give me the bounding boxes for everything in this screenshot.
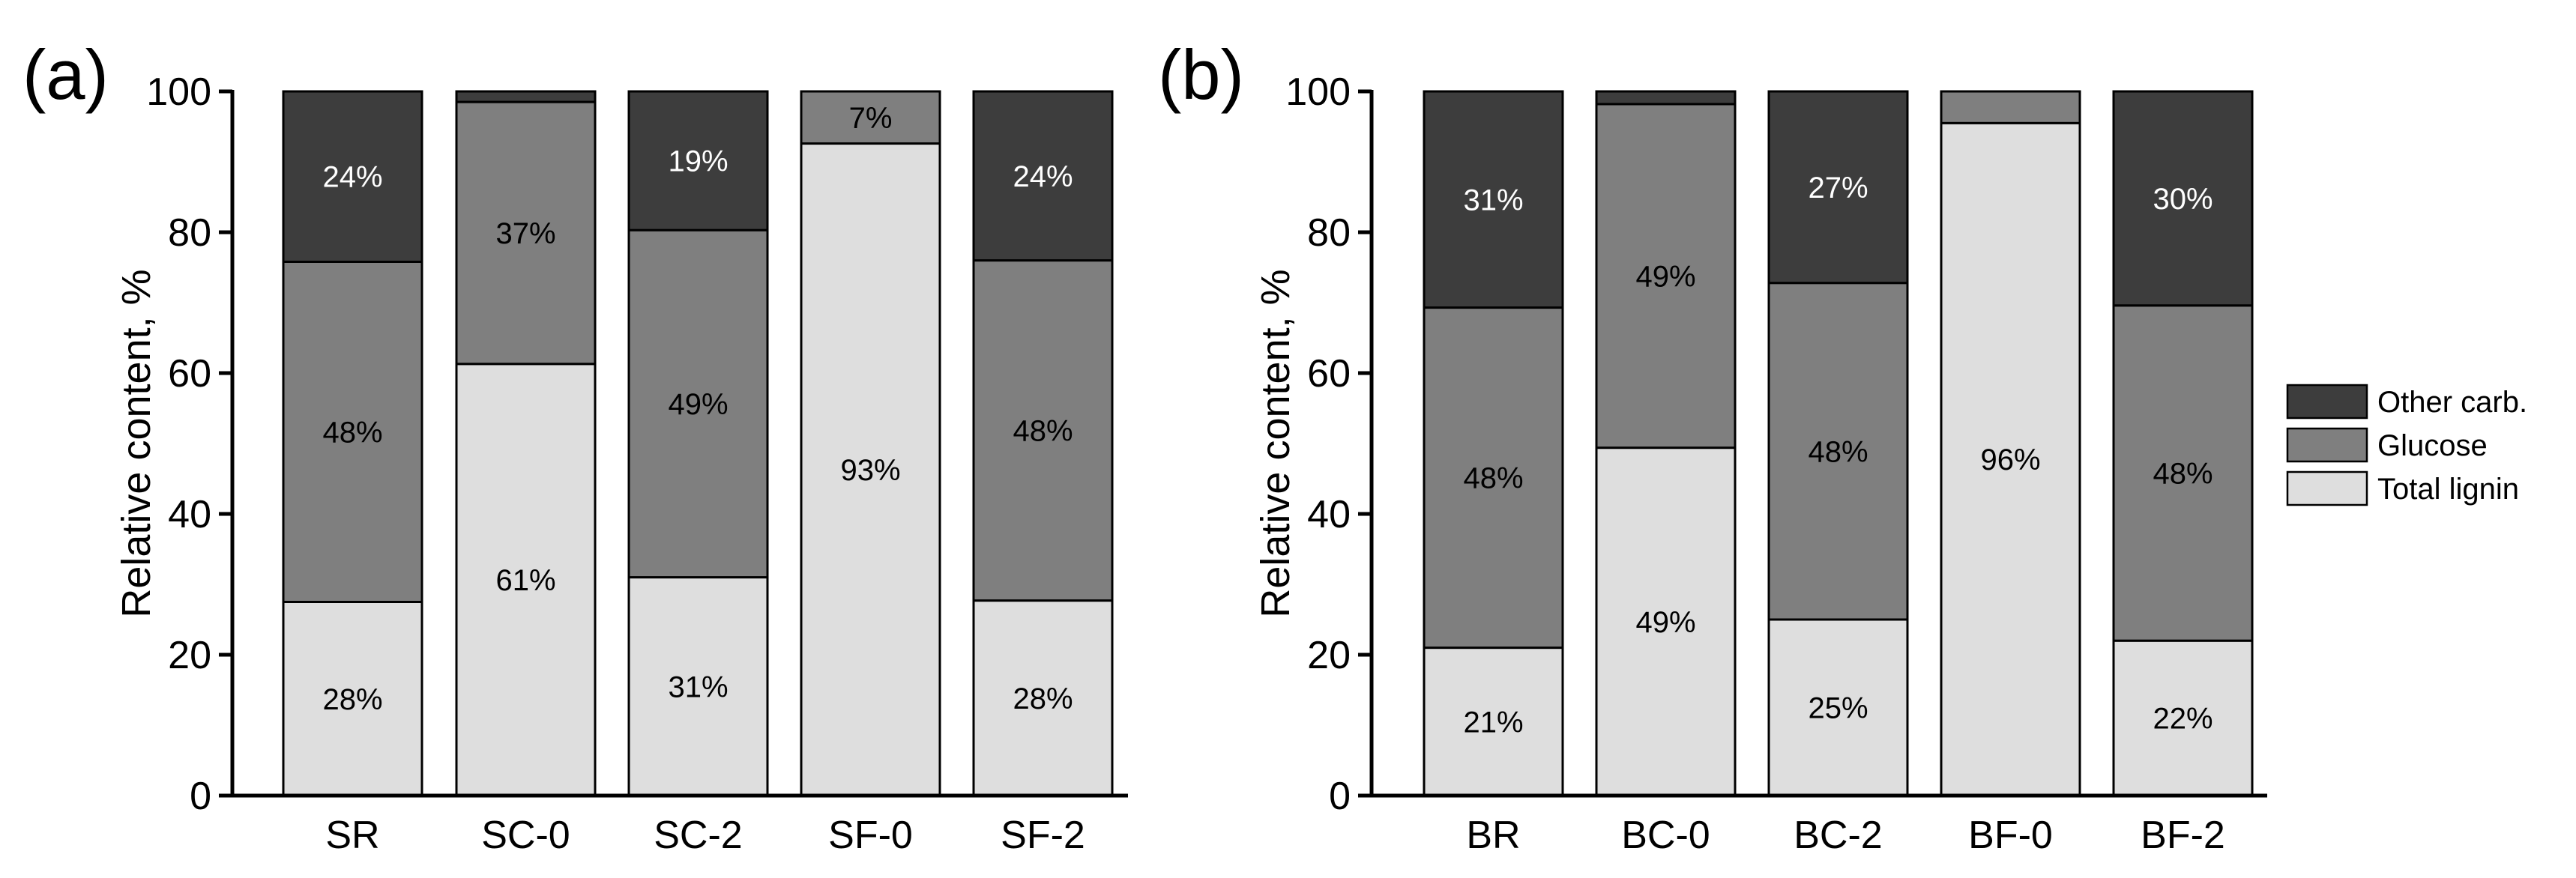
panel-b: (b) Relative content, % 21% 48% 31% BR 49% 49% B…	[1158, 35, 2267, 857]
panel-label: (a)	[22, 35, 109, 114]
y-tick-label: 20	[1307, 634, 1351, 677]
x-tick-label: BF-2	[2141, 814, 2225, 857]
bar-segment-other-carb	[972, 90, 1114, 262]
data-label: 48%	[1463, 462, 1523, 495]
bar-segment-glucose	[627, 228, 769, 579]
legend-label: Other carb.	[2377, 386, 2527, 419]
bar-group-sf-2: 28% 48% 24%	[972, 90, 1114, 797]
data-label: 24%	[322, 161, 382, 194]
y-tick-label: 60	[1307, 352, 1351, 396]
y-tick-label: 40	[168, 493, 211, 536]
bar-segment-total-lignin	[282, 601, 423, 797]
data-label: 48%	[1013, 415, 1073, 448]
data-label: 48%	[2153, 457, 2212, 490]
y-tick-label: 100	[1285, 70, 1351, 114]
bar-segment-total-lignin	[972, 599, 1114, 797]
data-label: 49%	[1635, 606, 1695, 639]
x-tick-label: BR	[1466, 814, 1520, 857]
bar-segment-glucose	[1767, 282, 1909, 621]
bar-group-sf-0: 93% 7%	[800, 90, 941, 797]
bar-segment-total-lignin	[2112, 639, 2254, 797]
bar-group-sc-2: 31% 49% 19%	[627, 90, 769, 797]
bar-group-sc-0: 61% 37%	[455, 90, 597, 797]
data-label: 31%	[1463, 184, 1523, 217]
y-tick-label: 0	[190, 775, 211, 818]
x-tick-label: SR	[325, 814, 379, 857]
data-label: 31%	[668, 670, 728, 703]
data-label: 48%	[322, 416, 382, 449]
legend-swatch-total-lignin	[2286, 470, 2368, 506]
bar-group-bf-0: 96%	[1940, 90, 2081, 797]
bar-segment-other-carb	[1767, 90, 1909, 285]
data-label: 21%	[1463, 706, 1523, 739]
panel-label: (b)	[1158, 35, 1244, 114]
bar-segment-other-carb	[1423, 90, 1564, 309]
y-tick-label: 100	[146, 70, 211, 114]
bar-segment-total-lignin	[455, 363, 597, 797]
legend: Other carb. Glucose Total lignin	[2286, 384, 2527, 506]
y-axis-label: Relative content, %	[1253, 269, 1298, 617]
data-label: 19%	[668, 145, 728, 178]
bar-segment-glucose	[2112, 304, 2254, 642]
panel-a: (a) Relative content, % 28% 48% 24% SR 61% 37% S…	[22, 35, 1128, 857]
x-tick-label: BC-2	[1794, 814, 1882, 857]
legend-swatch-glucose	[2286, 427, 2368, 463]
bar-segment-glucose	[455, 100, 597, 366]
bar-segment-other-carb	[1595, 90, 1737, 106]
data-label: 49%	[1635, 260, 1695, 293]
data-label: 49%	[668, 388, 728, 421]
y-tick-label: 80	[168, 211, 211, 255]
bar-segment-total-lignin	[1767, 618, 1909, 797]
bar-group-sr: 28% 48% 24%	[282, 90, 423, 797]
legend-swatch-other-carb	[2286, 384, 2368, 420]
bar-segment-other-carb	[627, 90, 769, 231]
x-tick-label: SC-2	[654, 814, 742, 857]
data-label: 61%	[495, 564, 555, 597]
bar-segment-glucose	[1595, 103, 1737, 449]
y-axis-label: Relative content, %	[114, 269, 159, 617]
x-tick-label: BC-0	[1621, 814, 1710, 857]
bar-segment-glucose	[800, 90, 941, 145]
y-tick-label: 60	[168, 352, 211, 396]
data-label: 30%	[2153, 183, 2212, 216]
data-label: 37%	[495, 217, 555, 250]
bar-segment-glucose	[1940, 90, 2081, 124]
data-label: 93%	[840, 454, 900, 487]
bar-group-bc-2: 25% 48% 27%	[1767, 90, 1909, 797]
bar-segment-other-carb	[282, 90, 423, 263]
data-label: 24%	[1013, 160, 1073, 193]
legend-label: Total lignin	[2377, 473, 2519, 506]
y-tick-label: 40	[1307, 493, 1351, 536]
bar-segment-glucose	[1423, 306, 1564, 650]
y-tick-label: 0	[1329, 775, 1351, 818]
bar-group-bc-0: 49% 49%	[1595, 90, 1737, 797]
data-label: 22%	[2153, 703, 2212, 736]
data-label: 25%	[1808, 692, 1868, 725]
bar-segment-total-lignin	[1595, 446, 1737, 797]
data-label: 28%	[322, 683, 382, 716]
data-label: 27%	[1808, 172, 1868, 205]
data-label: 28%	[1013, 682, 1073, 715]
y-tick-label: 20	[168, 634, 211, 677]
x-tick-label: SF-0	[828, 814, 913, 857]
legend-label: Glucose	[2377, 429, 2488, 462]
bar-segment-other-carb	[455, 90, 597, 103]
bar-segment-glucose	[972, 259, 1114, 602]
data-label: 7%	[849, 102, 893, 135]
y-tick-label: 80	[1307, 211, 1351, 255]
data-label: 96%	[1980, 443, 2040, 476]
bar-segment-glucose	[282, 260, 423, 603]
bar-group-br: 21% 48% 31%	[1423, 90, 1564, 797]
x-tick-label: BF-0	[1968, 814, 2053, 857]
bar-segment-total-lignin	[627, 576, 769, 797]
bar-group-bf-2: 22% 48% 30%	[2112, 90, 2254, 797]
x-tick-label: SC-0	[481, 814, 570, 857]
data-label: 48%	[1808, 435, 1868, 468]
bar-segment-other-carb	[2112, 90, 2254, 307]
x-tick-label: SF-2	[1001, 814, 1085, 857]
